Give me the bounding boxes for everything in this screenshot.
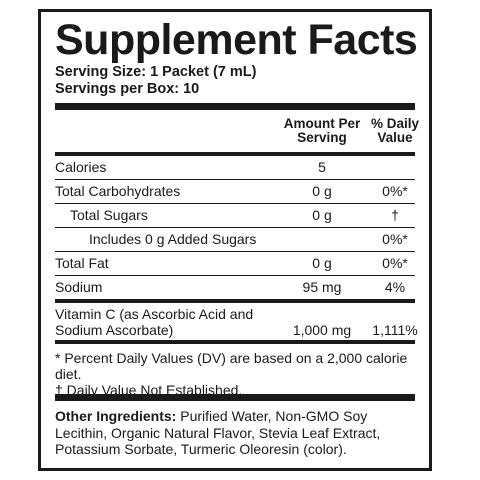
nutrient-dv: 0%* <box>382 183 408 199</box>
table-row-vitamin-c: Vitamin C (as Ascorbic Acid and Sodium A… <box>55 303 418 340</box>
table-row-sodium: Sodium 95 mg 4% <box>55 276 415 299</box>
nutrient-name: Sodium <box>55 279 103 295</box>
amount-per-serving-header: Amount Per Serving <box>283 116 361 145</box>
footnotes: * Percent Daily Values (DV) are based on… <box>55 344 415 398</box>
dv-not-established-footnote: † Daily Value Not Established. <box>55 382 243 398</box>
nutrient-dv: 0%* <box>382 231 408 247</box>
nutrient-amount: 5 <box>318 159 326 175</box>
table-row-total-carbohydrates: Total Carbohydrates 0 g 0%* <box>55 180 415 203</box>
nutrient-name: Total Fat <box>55 255 109 271</box>
row-divider <box>55 275 415 276</box>
nutrient-amount: 0 g <box>312 207 332 223</box>
nutrient-amount: 0 g <box>312 255 332 271</box>
row-divider <box>55 179 415 180</box>
nutrient-dv: 4% <box>384 279 406 295</box>
row-divider <box>55 251 415 252</box>
thick-divider <box>55 394 415 401</box>
nutrient-dv: 1,111% <box>372 322 418 338</box>
row-divider <box>55 203 415 204</box>
medium-divider <box>55 152 415 156</box>
table-row-total-fat: Total Fat 0 g 0%* <box>55 252 415 275</box>
other-ingredients-text: Purified Water, Non-GMO Soy Lecithin, Or… <box>55 408 381 457</box>
daily-value-header: % Daily Value <box>370 116 420 145</box>
panel-content: Supplement Facts Serving Size: 1 Packet … <box>55 12 419 468</box>
serving-size: Serving Size: 1 Packet (7 mL) <box>55 64 257 80</box>
thick-divider <box>55 103 415 110</box>
nutrient-dv: 0%* <box>382 255 408 271</box>
nutrient-amount: 95 mg <box>302 279 342 295</box>
other-ingredients-label: Other Ingredients: <box>55 408 177 424</box>
row-divider <box>55 227 415 228</box>
supplement-facts-panel: Supplement Facts Serving Size: 1 Packet … <box>38 9 432 471</box>
medium-divider <box>55 340 415 344</box>
column-header: Amount Per Serving % Daily Value <box>55 110 419 152</box>
nutrient-name: Total Sugars <box>70 207 148 223</box>
nutrient-amount: 0 g <box>312 183 332 199</box>
table-row-total-sugars: Total Sugars 0 g † <box>55 204 415 227</box>
nutrient-name: Total Carbohydrates <box>55 183 181 199</box>
table-row-added-sugars: Includes 0 g Added Sugars 0%* <box>55 228 415 251</box>
servings-per-box: Servings per Box: 10 <box>55 81 200 97</box>
percent-dv-footnote: * Percent Daily Values (DV) are based on… <box>55 350 408 382</box>
nutrient-amount: 1,000 mg <box>292 322 352 338</box>
other-ingredients: Other Ingredients: Purified Water, Non-G… <box>55 401 415 458</box>
nutrient-name: Calories <box>55 159 107 175</box>
table-row-calories: Calories 5 <box>55 156 415 179</box>
medium-divider <box>55 299 415 303</box>
nutrient-name: Includes 0 g Added Sugars <box>89 231 257 247</box>
panel-title: Supplement Facts <box>55 16 418 64</box>
nutrient-dv: † <box>391 207 399 223</box>
nutrient-name: Vitamin C (as Ascorbic Acid and Sodium A… <box>55 306 254 338</box>
